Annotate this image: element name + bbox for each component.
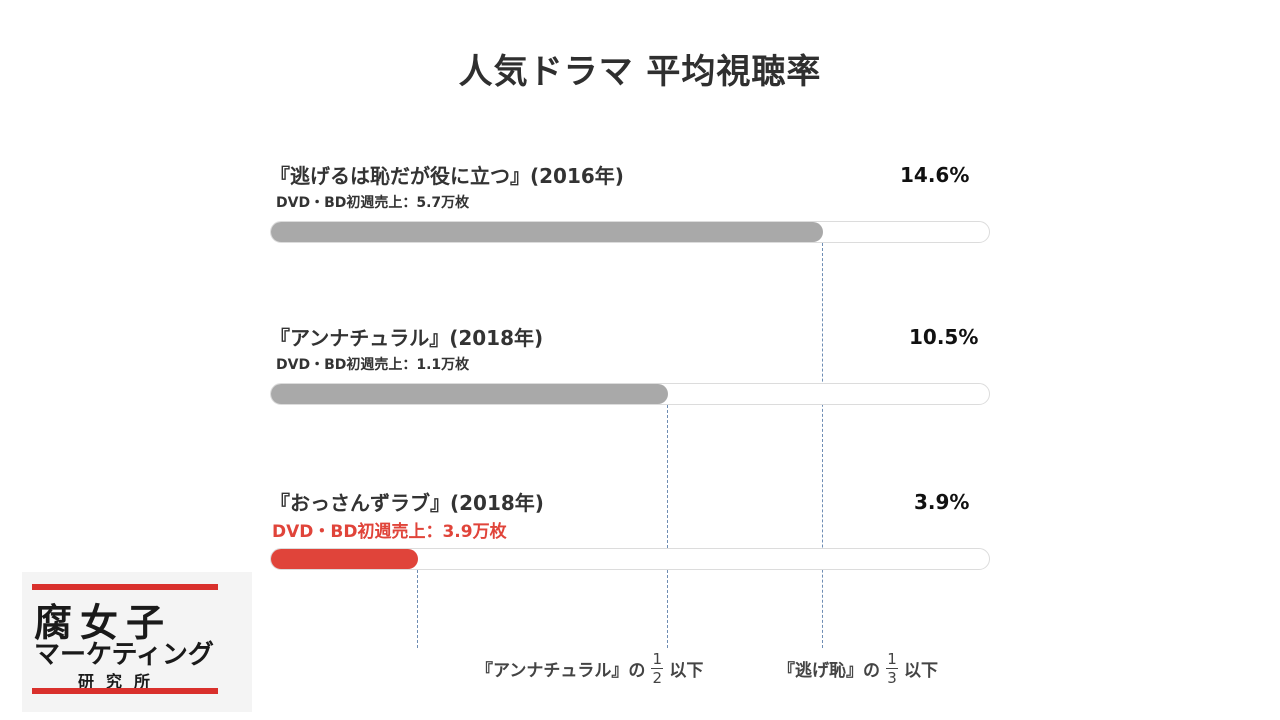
logo-bottom-band [32,688,218,694]
bar-track [270,221,990,243]
reference-line [822,243,823,648]
logo-line1: 腐女子 [34,601,173,645]
fraction-third: 1 3 [886,650,898,687]
logo-line2: マーケティング [34,640,214,670]
logo-line3: 研究所 [78,672,163,691]
category-label: 『アンナチュラル』(2018年) [270,326,544,350]
annotation-unnatural-prefix: 『アンナチュラル』の [476,661,646,681]
category-label: 『逃げるは恥だが役に立つ』(2016年) [270,164,624,188]
annotation-nigehaji: 『逃げ恥』の 1 3 以下 [778,650,938,687]
annotation-unnatural: 『アンナチュラル』の 1 2 以下 [476,650,703,687]
sales-label: DVD・BD初週売上：1.1万枚 [276,357,470,373]
annotation-unnatural-suffix: 以下 [669,661,704,681]
bar-track [270,383,990,405]
value-label: 14.6% [900,163,970,187]
chart-title: 人気ドラマ 平均視聴率 [458,52,822,92]
category-label: 『おっさんずラブ』(2018年) [270,491,544,515]
reference-line [417,570,418,648]
value-label: 3.9% [914,490,970,514]
fraction-half: 1 2 [651,650,664,687]
fraction-third-denominator: 3 [887,669,897,687]
fraction-half-denominator: 2 [652,669,663,687]
bar-track [270,548,990,570]
fraction-half-numerator: 1 [652,650,663,668]
sales-label: DVD・BD初週売上：3.9万枚 [272,522,507,542]
bar [271,222,823,242]
reference-line [667,405,668,648]
logo-top-band [32,584,218,590]
annotation-nigehaji-prefix: 『逃げ恥』の [778,661,880,681]
fraction-third-numerator: 1 [887,650,897,668]
value-label: 10.5% [909,325,979,349]
annotation-nigehaji-suffix: 以下 [904,661,938,681]
sales-label: DVD・BD初週売上：5.7万枚 [276,195,470,211]
bar [271,549,419,569]
logo: 腐女子 マーケティング 研究所 [22,572,252,712]
bar [271,384,668,404]
